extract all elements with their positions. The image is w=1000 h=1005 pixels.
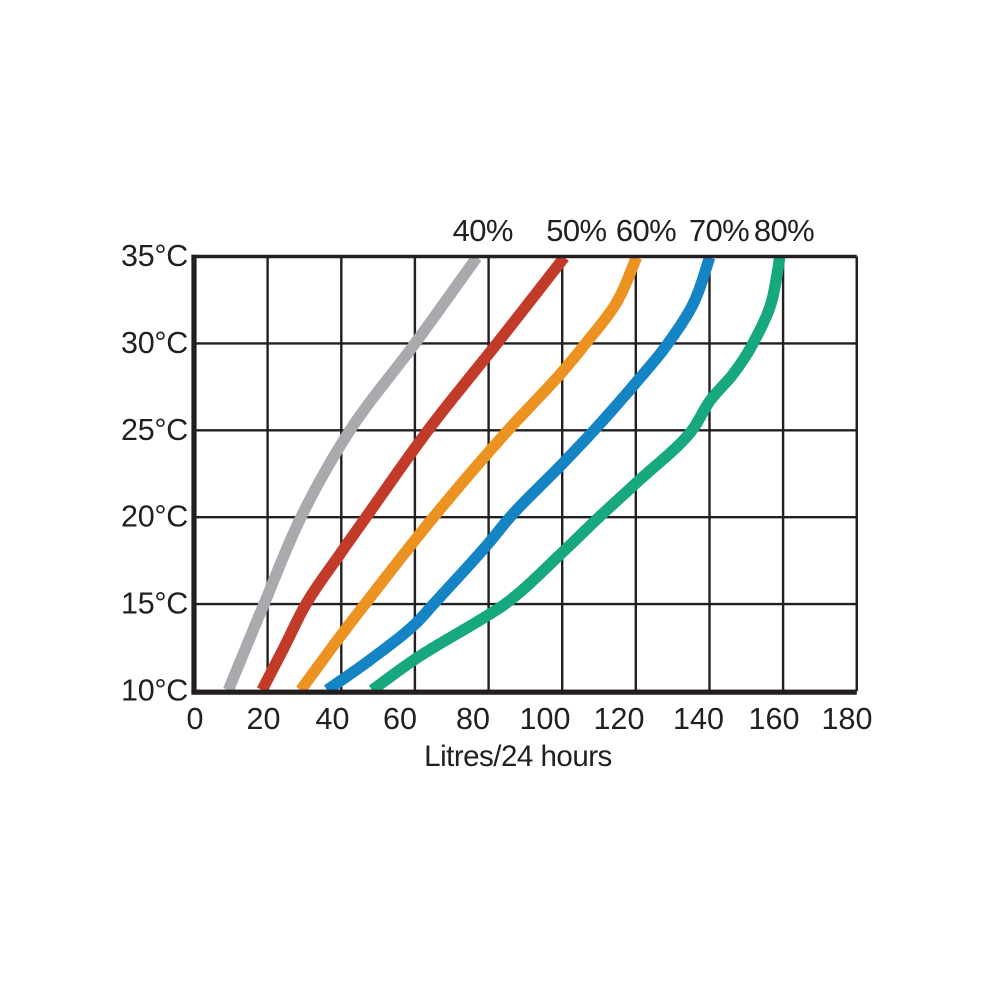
svg-text:15°C: 15°C (121, 587, 188, 621)
svg-text:80%: 80% (754, 213, 814, 248)
svg-text:Litres/24 hours: Litres/24 hours (424, 740, 612, 773)
svg-text:30°C: 30°C (121, 326, 188, 360)
svg-text:160: 160 (749, 702, 800, 736)
svg-text:70%: 70% (689, 213, 749, 248)
svg-text:50%: 50% (546, 213, 606, 248)
svg-text:140: 140 (673, 702, 724, 736)
svg-text:0: 0 (187, 702, 204, 736)
svg-text:40%: 40% (453, 213, 513, 248)
svg-text:60: 60 (383, 702, 417, 736)
svg-text:120: 120 (594, 702, 645, 736)
svg-text:10°C: 10°C (121, 674, 188, 708)
svg-text:60%: 60% (616, 213, 676, 248)
svg-text:40: 40 (316, 702, 350, 736)
svg-text:35°C: 35°C (121, 239, 188, 273)
svg-text:80: 80 (456, 702, 490, 736)
svg-text:20: 20 (247, 702, 281, 736)
svg-text:25°C: 25°C (121, 413, 188, 447)
svg-text:180: 180 (822, 702, 873, 736)
svg-text:100: 100 (520, 702, 571, 736)
svg-text:20°C: 20°C (121, 500, 188, 534)
